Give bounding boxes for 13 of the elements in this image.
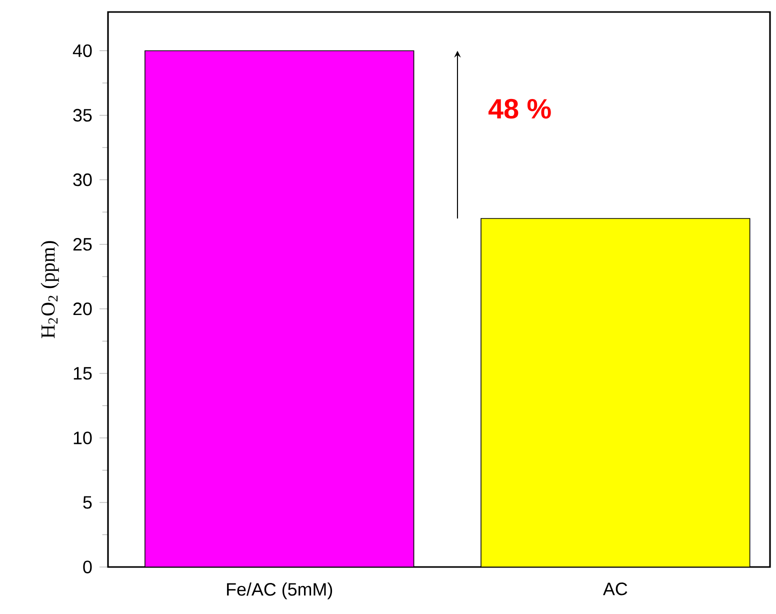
x-tick-label: AC [603, 582, 628, 596]
y-tick-label: 0 [83, 560, 92, 574]
y-axis-title: H$_{2}$O$_{2}$ (ppm) [40, 241, 59, 338]
y-tick-label: 25 [73, 238, 92, 251]
y-tick-label: 10 [74, 432, 92, 444]
y-tick-label: 40 [72, 44, 92, 58]
y-tick-label: 15 [74, 367, 92, 380]
y-tick-label: 20 [73, 302, 92, 316]
y-tick-label: 30 [73, 173, 92, 186]
y-tick-label: 5 [83, 496, 92, 509]
annotation: 48 % [488, 98, 551, 119]
y-tick-label: 35 [73, 108, 92, 122]
x-tick-label: Fe/AC (5mM) [227, 582, 332, 600]
